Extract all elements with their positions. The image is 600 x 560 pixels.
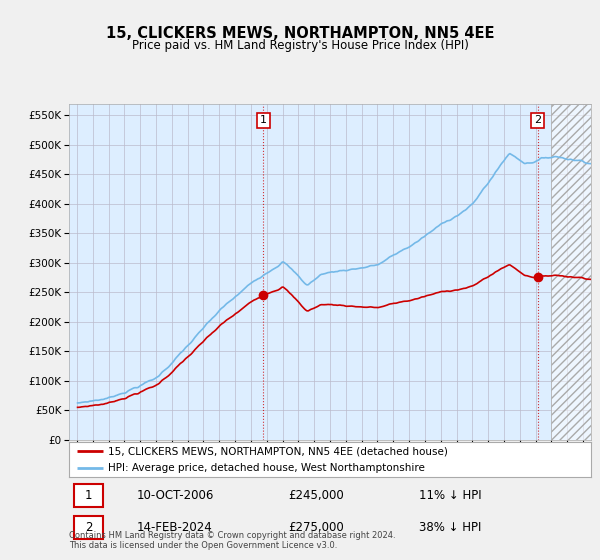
Text: 14-FEB-2024: 14-FEB-2024 (137, 521, 212, 534)
Text: 38% ↓ HPI: 38% ↓ HPI (419, 521, 481, 534)
Text: 15, CLICKERS MEWS, NORTHAMPTON, NN5 4EE (detached house): 15, CLICKERS MEWS, NORTHAMPTON, NN5 4EE … (108, 446, 448, 456)
Text: 15, CLICKERS MEWS, NORTHAMPTON, NN5 4EE: 15, CLICKERS MEWS, NORTHAMPTON, NN5 4EE (106, 26, 494, 41)
Text: 11% ↓ HPI: 11% ↓ HPI (419, 489, 481, 502)
Text: Contains HM Land Registry data © Crown copyright and database right 2024.
This d: Contains HM Land Registry data © Crown c… (69, 530, 395, 550)
Text: 2: 2 (534, 115, 541, 125)
Text: Price paid vs. HM Land Registry's House Price Index (HPI): Price paid vs. HM Land Registry's House … (131, 39, 469, 53)
FancyBboxPatch shape (74, 484, 103, 507)
Text: £245,000: £245,000 (288, 489, 344, 502)
Text: 10-OCT-2006: 10-OCT-2006 (137, 489, 214, 502)
Text: £275,000: £275,000 (288, 521, 344, 534)
Text: HPI: Average price, detached house, West Northamptonshire: HPI: Average price, detached house, West… (108, 464, 425, 473)
Text: 2: 2 (85, 521, 92, 534)
Text: 1: 1 (85, 489, 92, 502)
Text: 1: 1 (260, 115, 267, 125)
FancyBboxPatch shape (74, 516, 103, 539)
